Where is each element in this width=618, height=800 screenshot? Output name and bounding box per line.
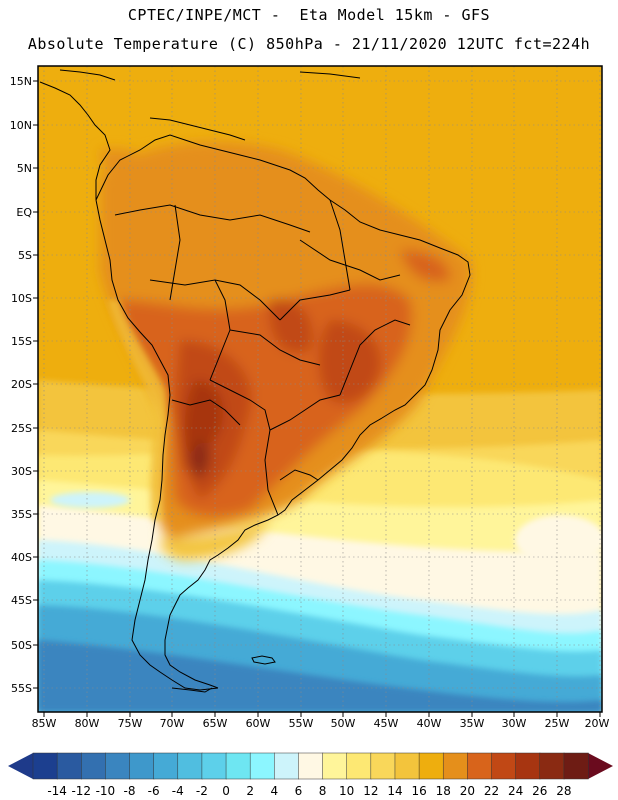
colorbar-swatch: [201, 752, 227, 780]
colorbar-swatch: [467, 752, 493, 780]
lat-label: 55S: [11, 682, 32, 695]
colorbar-swatch: [225, 752, 251, 780]
lat-label: 30S: [11, 465, 32, 478]
colorbar-swatch: [515, 752, 541, 780]
lat-label: 10N: [10, 119, 32, 132]
colorbar-tick-label: 0: [222, 784, 230, 798]
lon-label: 45W: [374, 717, 399, 730]
colorbar-tick-label: -14: [47, 784, 67, 798]
lon-label: 70W: [160, 717, 185, 730]
plot-frame: [37, 65, 603, 713]
colorbar-tick-label: 8: [319, 784, 327, 798]
temperature-field: [38, 66, 602, 712]
colorbar-tick-label: 14: [387, 784, 402, 798]
lon-label: 80W: [75, 717, 100, 730]
colorbar-tick-label: 10: [339, 784, 354, 798]
colorbar-tick-label: 6: [295, 784, 303, 798]
lat-label: 40S: [11, 551, 32, 564]
colorbar-swatch: [274, 752, 300, 780]
lat-label: EQ: [16, 206, 32, 219]
colorbar-tick-label: -12: [71, 784, 91, 798]
colorbar-swatch: [129, 752, 155, 780]
colorbar-swatch: [81, 752, 107, 780]
colorbar-swatch: [322, 752, 348, 780]
colorbar-tick-label: -6: [148, 784, 160, 798]
lat-label: 15N: [10, 75, 32, 88]
colorbar-tick-label: -2: [196, 784, 208, 798]
lat-label: 25S: [11, 422, 32, 435]
colorbar-tick-label: -10: [96, 784, 116, 798]
colorbar-swatch: [298, 752, 324, 780]
lon-label: 75W: [118, 717, 143, 730]
colorbar-swatches: [32, 752, 589, 780]
colorbar-tick-label: 12: [363, 784, 378, 798]
colorbar: -14 -12 -10 -8 -6 -4 -2 0 2 4 6 8 10 12 …: [8, 752, 613, 798]
map-subtitle: Absolute Temperature (C) 850hPa - 21/11/…: [27, 35, 591, 53]
lon-label: 85W: [32, 717, 57, 730]
colorbar-swatch: [177, 752, 203, 780]
colorbar-swatch: [32, 752, 58, 780]
colorbar-swatch: [249, 752, 275, 780]
lon-label: 25W: [545, 717, 570, 730]
lat-label: 15S: [11, 335, 32, 348]
colorbar-tick-label: 22: [484, 784, 499, 798]
coastlines: [39, 69, 471, 693]
colorbar-ticks: -14 -12 -10 -8 -6 -4 -2 0 2 4 6 8 10 12 …: [47, 784, 571, 798]
lon-label: 30W: [502, 717, 527, 730]
lat-label: 5S: [18, 249, 32, 262]
lon-label: 65W: [203, 717, 228, 730]
map-title: CPTEC/INPE/MCT - Eta Model 15km - GFS: [127, 6, 491, 24]
colorbar-swatch: [56, 752, 82, 780]
colorbar-swatch: [394, 752, 420, 780]
lon-label: 50W: [331, 717, 356, 730]
lon-label: 40W: [417, 717, 442, 730]
lat-label: 45S: [11, 594, 32, 607]
colorbar-swatch: [346, 752, 372, 780]
colorbar-swatch: [105, 752, 131, 780]
colorbar-tick-label: 20: [460, 784, 475, 798]
colorbar-over-arrow: [588, 753, 613, 779]
lat-label: 50S: [11, 639, 32, 652]
colorbar-tick-label: 24: [508, 784, 523, 798]
colorbar-swatch: [418, 752, 444, 780]
colorbar-tick-label: 26: [532, 784, 547, 798]
colorbar-swatch: [539, 752, 565, 780]
lon-label: 55W: [289, 717, 314, 730]
colorbar-tick-label: 16: [411, 784, 426, 798]
colorbar-swatch: [563, 752, 589, 780]
lat-label: 20S: [11, 378, 32, 391]
lon-label: 20W: [585, 717, 610, 730]
lat-label: 10S: [11, 292, 32, 305]
lon-label: 35W: [460, 717, 485, 730]
lat-axis: 15N 10N 5N EQ 5S 10S 15S 20S 25S 30S 35S…: [10, 75, 33, 695]
lat-label: 35S: [11, 508, 32, 521]
colorbar-tick-label: 4: [270, 784, 278, 798]
colorbar-swatch: [442, 752, 469, 780]
lat-label: 5N: [17, 162, 32, 175]
colorbar-under-arrow: [8, 753, 33, 779]
colorbar-swatch: [153, 752, 179, 780]
colorbar-tick-label: 28: [556, 784, 571, 798]
lon-axis: 85W 80W 75W 70W 65W 60W 55W 50W 45W 40W …: [32, 717, 610, 730]
colorbar-tick-label: 18: [436, 784, 451, 798]
lon-label: 60W: [246, 717, 271, 730]
colorbar-tick-label: -8: [124, 784, 136, 798]
colorbar-swatch: [491, 752, 517, 780]
colorbar-tick-label: -4: [172, 784, 184, 798]
colorbar-swatch: [370, 752, 396, 780]
colorbar-tick-label: 2: [246, 784, 254, 798]
